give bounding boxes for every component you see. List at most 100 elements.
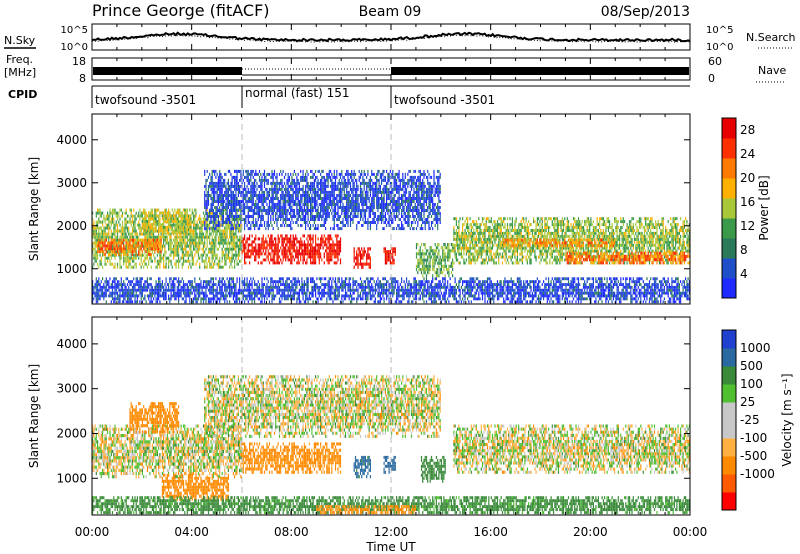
power-cell xyxy=(562,241,565,245)
power-cell xyxy=(494,237,496,241)
power-cell xyxy=(662,229,664,232)
power-cell xyxy=(181,247,183,251)
power-cell xyxy=(655,223,657,227)
power-cell xyxy=(357,259,359,263)
power-cell xyxy=(491,231,494,235)
power-cell xyxy=(105,235,107,239)
power-cell xyxy=(240,223,242,227)
power-cell xyxy=(425,261,428,265)
power-cell xyxy=(553,244,555,248)
power-cell xyxy=(448,258,450,262)
power-cell xyxy=(286,249,288,253)
power-cell xyxy=(653,226,656,229)
power-cell xyxy=(677,237,679,241)
power-cell xyxy=(463,252,465,256)
power-cell xyxy=(316,243,318,247)
power-cell xyxy=(656,240,658,244)
power-cell xyxy=(234,247,236,251)
power-cell xyxy=(119,265,121,269)
power-cell xyxy=(611,244,613,248)
power-cell xyxy=(510,238,512,242)
power-cell xyxy=(569,246,571,250)
power-cell xyxy=(181,262,183,266)
power-cell xyxy=(290,249,292,253)
power-cell xyxy=(554,217,556,221)
power-cell xyxy=(100,226,102,230)
power-cell xyxy=(191,253,193,257)
power-cell xyxy=(161,217,163,221)
power-cell xyxy=(332,243,334,247)
power-cell xyxy=(156,244,158,248)
power-cell xyxy=(126,256,129,260)
power-cell xyxy=(470,240,472,244)
power-cell xyxy=(220,229,222,233)
power-cell xyxy=(368,253,370,257)
power-cell xyxy=(546,255,548,259)
power-cell xyxy=(420,243,423,247)
power-cell xyxy=(433,264,435,268)
power-cell xyxy=(632,223,634,227)
power-cell xyxy=(666,243,668,247)
power-cell xyxy=(605,244,607,248)
power-cell xyxy=(584,249,586,253)
power-cell xyxy=(637,234,639,238)
power-cell xyxy=(310,252,312,256)
power-cell xyxy=(121,223,124,227)
power-cell xyxy=(567,234,570,238)
power-cell xyxy=(561,229,563,232)
power-cell xyxy=(555,258,557,262)
power-cell xyxy=(366,262,368,266)
power-cell xyxy=(145,253,147,257)
power-cell xyxy=(562,237,565,241)
power-cell xyxy=(184,259,186,263)
power-cell xyxy=(145,211,147,215)
power-cell xyxy=(154,244,156,248)
power-cell xyxy=(130,232,132,236)
power-cell xyxy=(115,235,117,239)
power-cell xyxy=(288,237,290,241)
power-cell xyxy=(165,262,167,266)
power-cell xyxy=(214,223,216,227)
power-cell xyxy=(143,241,145,245)
power-cell xyxy=(624,246,626,250)
power-cell xyxy=(220,241,222,245)
power-cell xyxy=(582,246,585,250)
power-cell xyxy=(225,208,227,212)
power-cell xyxy=(609,246,611,250)
power-cell xyxy=(467,240,469,244)
power-cell xyxy=(423,271,425,275)
power-cell xyxy=(566,217,568,221)
power-cell xyxy=(154,250,156,253)
power-cell xyxy=(515,244,517,248)
power-cell xyxy=(288,252,290,256)
power-cell xyxy=(597,241,599,245)
power-cell xyxy=(149,235,151,239)
power-cell xyxy=(580,252,582,256)
power-cell xyxy=(211,253,213,257)
power-cell xyxy=(620,229,622,232)
power-cell xyxy=(197,250,200,254)
power-cell xyxy=(145,241,147,245)
power-cell xyxy=(92,223,94,227)
power-cell xyxy=(200,253,202,257)
power-cell xyxy=(180,238,182,242)
power-cell xyxy=(102,250,104,253)
power-cell xyxy=(125,253,127,257)
power-cell xyxy=(95,232,97,236)
power-cell xyxy=(597,229,599,232)
power-cell xyxy=(484,237,486,241)
power-cell xyxy=(110,244,112,248)
power-cell xyxy=(516,261,518,265)
power-cell xyxy=(104,229,106,233)
power-cell xyxy=(389,250,391,253)
power-cell xyxy=(631,249,633,253)
power-cell xyxy=(646,223,648,227)
power-cell xyxy=(486,252,489,256)
power-cell xyxy=(673,234,675,238)
power-cell xyxy=(363,262,365,266)
power-cell xyxy=(153,232,155,236)
power-cell xyxy=(320,255,322,259)
power-cell xyxy=(681,226,683,229)
power-cell xyxy=(220,232,222,236)
power-cell xyxy=(120,247,122,251)
